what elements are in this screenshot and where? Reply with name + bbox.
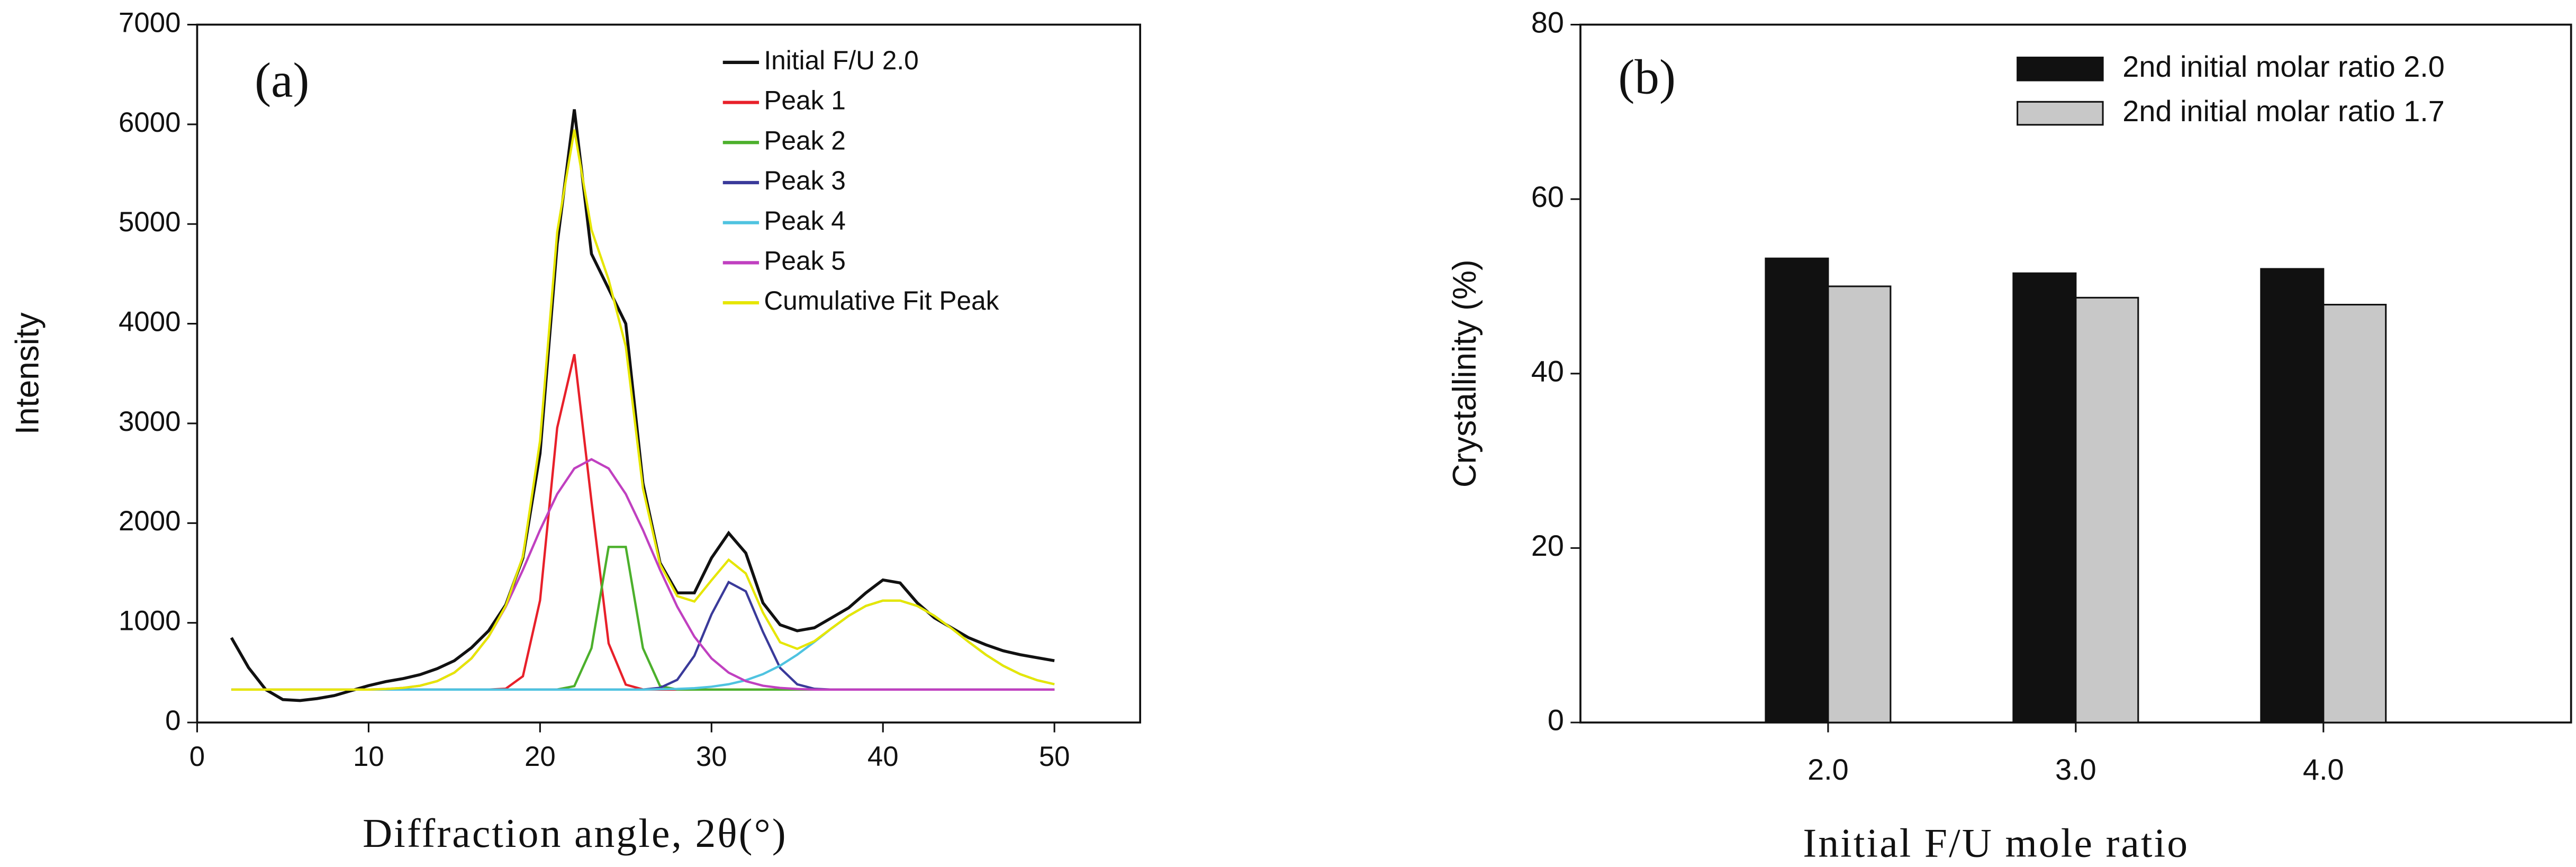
y-tick-label: 0 xyxy=(1548,703,1564,737)
y-axis-label: Crystallinity (%) xyxy=(1447,259,1483,487)
panel-label: (a) xyxy=(255,53,309,108)
bar xyxy=(2260,268,2325,724)
x-axis-label: Initial F/U mole ratio xyxy=(1803,820,2189,866)
y-tick-label: 1000 xyxy=(119,606,180,637)
data-line xyxy=(231,354,1055,691)
y-tick-label: 3000 xyxy=(119,406,180,437)
x-tick-label: 40 xyxy=(867,741,899,772)
y-tick-label: 80 xyxy=(1531,5,1564,39)
x-axis-label: Diffraction angle, 2θ(°) xyxy=(363,810,788,856)
y-tick-label: 40 xyxy=(1531,355,1564,388)
panel-label: (b) xyxy=(1618,50,1676,104)
bar xyxy=(1765,257,1829,724)
data-line xyxy=(231,458,1055,691)
y-tick-label: 0 xyxy=(165,705,180,736)
y-tick-label: 5000 xyxy=(119,206,180,238)
y-tick-label: 4000 xyxy=(119,306,180,338)
legend-label: Peak 2 xyxy=(764,125,846,155)
y-tick-label: 2000 xyxy=(119,505,180,537)
legend-swatch xyxy=(2017,57,2104,82)
y-tick-label: 60 xyxy=(1531,180,1564,213)
legend-label: 2nd initial molar ratio 1.7 xyxy=(2122,94,2445,128)
legend-label: Peak 1 xyxy=(764,86,846,115)
bar xyxy=(2322,304,2387,724)
x-tick-label: 10 xyxy=(353,741,384,772)
y-axis-label: Intensity xyxy=(9,312,46,435)
x-tick-label: 30 xyxy=(696,741,727,772)
x-tick-label: 3.0 xyxy=(2055,753,2096,786)
legend-label: Cumulative Fit Peak xyxy=(764,286,999,315)
x-tick-label: 2.0 xyxy=(1807,753,1849,786)
legend-label: Peak 5 xyxy=(764,246,846,275)
data-line xyxy=(231,546,1055,691)
x-tick-label: 4.0 xyxy=(2303,753,2344,786)
bar xyxy=(2075,296,2139,724)
y-tick-label: 6000 xyxy=(119,107,180,138)
bar xyxy=(1827,285,1892,724)
legend-swatch xyxy=(2017,101,2104,126)
legend-label: 2nd initial molar ratio 2.0 xyxy=(2122,50,2445,83)
x-tick-label: 20 xyxy=(525,741,556,772)
legend-label: Initial F/U 2.0 xyxy=(764,46,918,75)
y-tick-label: 7000 xyxy=(119,7,180,38)
data-line xyxy=(230,109,1055,702)
bar xyxy=(2012,272,2077,724)
legend-label: Peak 4 xyxy=(764,206,846,236)
legend-label: Peak 3 xyxy=(764,166,846,195)
plot-frame xyxy=(196,23,1142,724)
x-tick-label: 0 xyxy=(189,741,205,772)
y-tick-label: 20 xyxy=(1531,529,1564,562)
x-tick-label: 50 xyxy=(1039,741,1070,772)
data-line xyxy=(231,129,1055,691)
data-line xyxy=(231,580,1055,691)
